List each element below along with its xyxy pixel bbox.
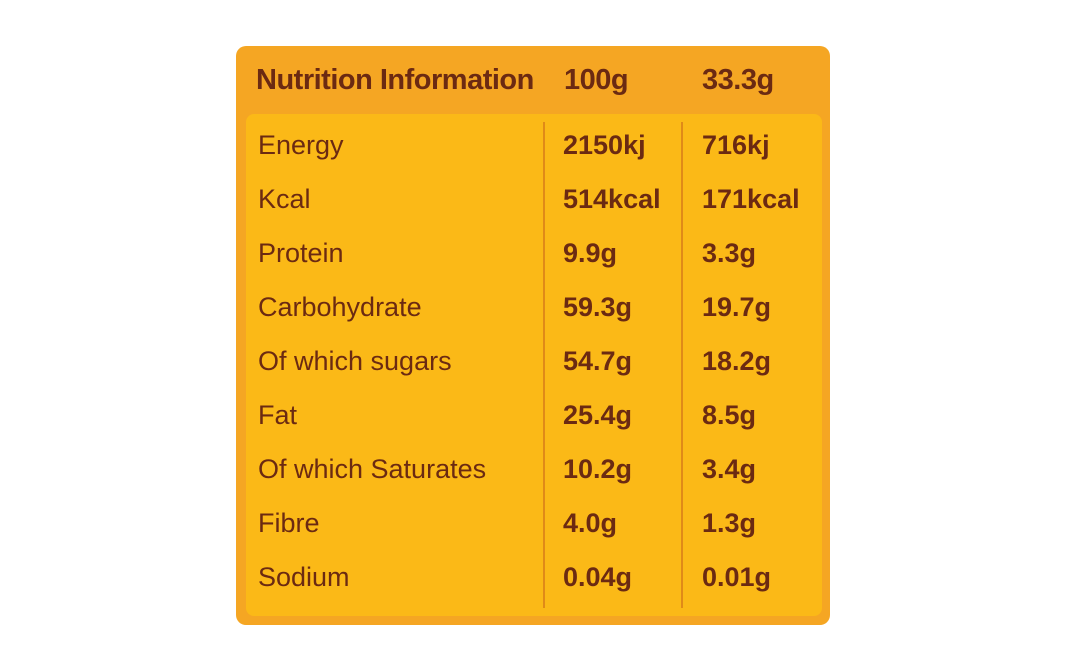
table-body: Energy 2150kj 716kj Kcal 514kcal 171kcal… (246, 114, 822, 616)
row-value-100g: 9.9g (563, 238, 618, 268)
table-title: Nutrition Information (256, 64, 534, 96)
row-label: Carbohydrate (258, 292, 422, 322)
table-header: Nutrition Information 100g 33.3g (236, 46, 830, 112)
nutrition-table: Nutrition Information 100g 33.3g Energy … (236, 46, 830, 625)
row-label: Of which Saturates (258, 454, 487, 484)
row-label: Kcal (258, 184, 311, 214)
row-value-100g: 10.2g (563, 454, 633, 484)
row-value-serving: 716kj (702, 130, 770, 160)
row-value-100g: 25.4g (563, 400, 633, 430)
row-label: Energy (258, 130, 344, 160)
table-row: Fibre 4.0g 1.3g (246, 498, 822, 552)
row-label: Fibre (258, 508, 320, 538)
row-value-serving: 3.4g (702, 454, 757, 484)
column-header-100g: 100g (564, 64, 629, 96)
table-row: Kcal 514kcal 171kcal (246, 174, 822, 228)
table-row: Protein 9.9g 3.3g (246, 228, 822, 282)
column-divider (543, 122, 545, 608)
table-row: Carbohydrate 59.3g 19.7g (246, 282, 822, 336)
row-value-100g: 2150kj (563, 130, 646, 160)
row-value-serving: 1.3g (702, 508, 757, 538)
row-value-100g: 0.04g (563, 562, 633, 592)
table-row: Energy 2150kj 716kj (246, 120, 822, 174)
row-value-100g: 514kcal (563, 184, 661, 214)
table-row: Sodium 0.04g 0.01g (246, 552, 822, 606)
row-value-100g: 59.3g (563, 292, 633, 322)
column-divider (681, 122, 683, 608)
row-label: Sodium (258, 562, 350, 592)
row-value-serving: 18.2g (702, 346, 772, 376)
row-value-serving: 19.7g (702, 292, 772, 322)
row-value-serving: 3.3g (702, 238, 757, 268)
table-row: Of which Saturates 10.2g 3.4g (246, 444, 822, 498)
row-value-100g: 54.7g (563, 346, 633, 376)
row-label: Fat (258, 400, 298, 430)
table-row: Of which sugars 54.7g 18.2g (246, 336, 822, 390)
row-value-serving: 171kcal (702, 184, 800, 214)
row-value-serving: 0.01g (702, 562, 772, 592)
row-value-100g: 4.0g (563, 508, 618, 538)
table-row: Fat 25.4g 8.5g (246, 390, 822, 444)
row-label: Protein (258, 238, 344, 268)
row-value-serving: 8.5g (702, 400, 757, 430)
column-header-serving: 33.3g (702, 64, 774, 96)
row-label: Of which sugars (258, 346, 452, 376)
